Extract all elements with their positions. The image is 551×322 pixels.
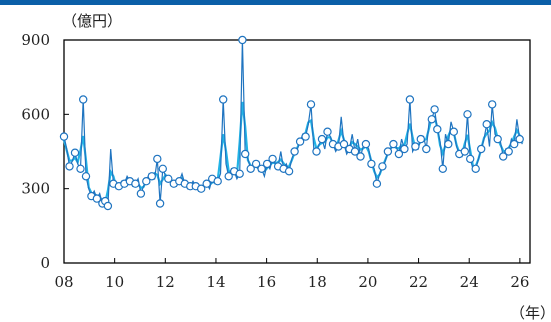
- data-point: [438, 164, 447, 173]
- data-point: [155, 199, 165, 208]
- data-point: [515, 134, 524, 144]
- data-point: [433, 124, 442, 134]
- data-point: [136, 189, 146, 198]
- data-point: [339, 139, 349, 149]
- data-point: [367, 159, 376, 169]
- y-axis-unit-label: （億円）: [62, 12, 122, 30]
- data-point: [301, 132, 310, 141]
- data-point: [460, 147, 469, 156]
- data-point: [202, 179, 211, 188]
- data-point: [306, 100, 316, 109]
- data-point: [383, 147, 393, 156]
- data-point: [427, 115, 436, 124]
- data-point: [224, 172, 233, 181]
- data-point: [444, 139, 453, 149]
- data-point: [59, 132, 69, 141]
- data-point: [389, 139, 398, 149]
- top-accent-bar: [0, 0, 551, 5]
- plot-frame: [63, 39, 531, 264]
- data-point: [361, 139, 371, 149]
- x-tick-label: 26: [510, 273, 529, 291]
- x-tick-label: 20: [358, 273, 377, 291]
- data-point: [235, 169, 244, 178]
- x-tick-label: 12: [156, 273, 175, 291]
- data-point: [284, 167, 294, 176]
- data-point: [422, 144, 431, 154]
- data-point: [317, 134, 327, 144]
- data-point: [246, 164, 255, 173]
- data-point: [213, 176, 222, 186]
- data-point: [103, 201, 113, 211]
- data-point: [510, 139, 519, 149]
- data-point: [153, 154, 162, 164]
- y-tick-label: 300: [21, 180, 50, 198]
- data-point: [504, 147, 513, 156]
- data-point: [400, 144, 409, 154]
- x-tick-label: 24: [460, 273, 479, 291]
- data-point: [92, 194, 102, 203]
- data-point: [218, 95, 228, 104]
- x-tick-label: 18: [308, 273, 327, 291]
- x-tick-label: 22: [409, 273, 428, 291]
- data-point: [158, 164, 167, 173]
- data-point: [76, 164, 85, 173]
- data-point: [147, 172, 156, 181]
- data-point: [482, 119, 491, 129]
- data-point: [240, 149, 250, 159]
- x-tick-label: 08: [54, 273, 73, 291]
- data-point: [257, 164, 266, 173]
- data-point: [350, 147, 360, 156]
- data-point: [471, 164, 480, 173]
- data-point: [405, 95, 415, 104]
- y-tick-label: 0: [40, 254, 50, 272]
- data-point: [488, 100, 497, 109]
- data-point: [238, 35, 247, 45]
- data-point: [78, 95, 88, 104]
- data-point: [416, 134, 425, 144]
- data-point: [268, 154, 277, 164]
- y-tick-label: 600: [21, 105, 50, 123]
- data-point: [196, 184, 206, 193]
- y-tick-label: 900: [21, 31, 50, 49]
- data-point: [290, 147, 299, 156]
- data-point: [463, 110, 472, 119]
- data-point: [262, 159, 272, 169]
- data-point: [312, 147, 321, 156]
- data-point: [394, 149, 404, 159]
- data-point: [70, 148, 80, 157]
- data-point: [477, 144, 486, 154]
- data-point: [466, 154, 475, 164]
- data-point: [131, 179, 140, 188]
- data-point: [430, 105, 439, 114]
- data-point: [142, 176, 151, 186]
- data-point: [378, 162, 387, 171]
- data-point: [65, 162, 74, 171]
- data-point: [251, 159, 261, 169]
- x-axis-unit-label: （年）: [510, 304, 551, 322]
- data-point: [356, 152, 365, 161]
- x-tick-label: 10: [105, 273, 124, 291]
- data-point: [372, 179, 382, 188]
- data-point: [81, 172, 91, 181]
- data-point: [323, 127, 332, 136]
- data-point: [411, 142, 420, 151]
- data-point: [449, 127, 458, 136]
- x-tick-label: 16: [257, 273, 276, 291]
- x-tick-label: 14: [206, 273, 225, 291]
- data-point: [499, 152, 508, 161]
- data-point: [493, 134, 502, 144]
- data-point: [164, 174, 173, 183]
- data-point: [295, 137, 305, 146]
